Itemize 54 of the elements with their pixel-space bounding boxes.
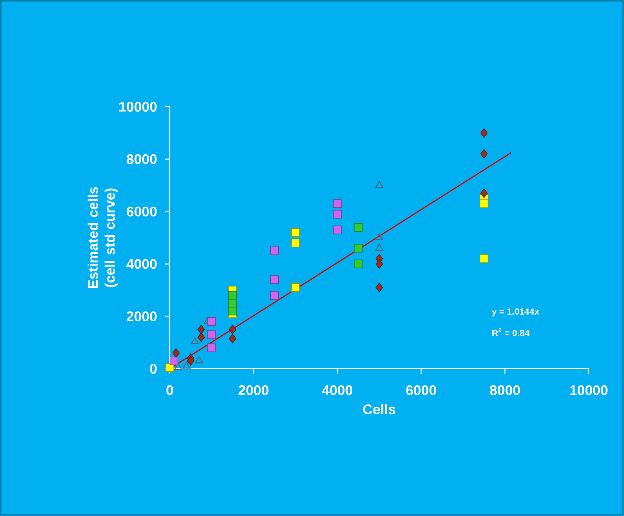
point — [291, 228, 300, 238]
point — [229, 334, 237, 344]
point — [170, 356, 178, 366]
point — [228, 307, 238, 316]
point — [333, 226, 342, 234]
x-tick-label: 6000 — [406, 386, 436, 396]
point — [480, 149, 488, 159]
point — [376, 259, 384, 269]
point — [208, 330, 216, 340]
point — [354, 244, 363, 253]
y-tick-label: 6000 — [126, 206, 157, 217]
point — [354, 223, 363, 232]
point — [182, 362, 191, 369]
point — [480, 188, 488, 198]
point — [480, 254, 489, 264]
point — [270, 291, 280, 300]
annotation: R$^{2}$ = 0.84 — [492, 328, 530, 336]
point — [191, 338, 200, 345]
x-tick-label: 4000 — [322, 386, 353, 396]
y-tick-label: 0 — [150, 364, 157, 374]
x-tick-label: 10000 — [570, 386, 608, 396]
point — [198, 332, 206, 342]
y-tick-label: 4000 — [126, 259, 157, 270]
point — [354, 260, 363, 268]
y-tick-label: 10000 — [120, 102, 157, 112]
point — [270, 276, 280, 284]
point — [291, 238, 300, 248]
point — [480, 128, 488, 138]
point — [333, 200, 342, 208]
y-tick-label: 2000 — [126, 312, 157, 322]
annotation: y = 1.0144x — [492, 308, 540, 317]
x-tick-label: 2000 — [238, 386, 269, 396]
point — [198, 324, 206, 334]
y-tick-label: 8000 — [126, 154, 157, 164]
point — [195, 356, 204, 364]
point — [172, 348, 180, 358]
point — [270, 246, 280, 256]
point — [333, 210, 342, 219]
x-axis-title: Cells — [363, 404, 396, 414]
point — [376, 282, 384, 293]
point — [376, 181, 384, 188]
point — [174, 363, 182, 370]
point — [208, 318, 216, 326]
y-axis-title: Estimated cells (cell std curve) — [88, 187, 118, 288]
point — [376, 244, 384, 251]
point — [291, 283, 300, 292]
point — [228, 299, 238, 308]
x-tick-label: 0 — [166, 386, 174, 396]
point — [480, 200, 489, 208]
x-tick-label: 8000 — [490, 386, 520, 396]
point — [208, 344, 216, 352]
point — [187, 356, 195, 366]
point — [376, 233, 384, 240]
point — [229, 324, 237, 334]
